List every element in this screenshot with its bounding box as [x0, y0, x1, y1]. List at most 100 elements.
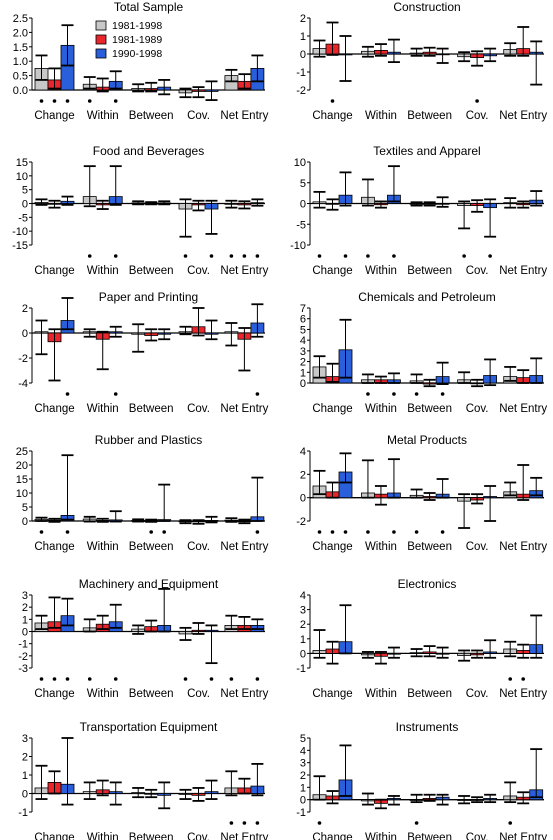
- x-category-label: Net Entry: [499, 688, 547, 700]
- significance-dot: [255, 530, 260, 534]
- y-tick-label: 2.5: [13, 13, 28, 25]
- x-category-label: Between: [407, 688, 452, 700]
- x-category-label: Within: [365, 688, 397, 700]
- panel-title: Rubber and Plastics: [95, 433, 202, 447]
- significance-dot: [366, 530, 370, 534]
- significance-dot: [392, 254, 396, 258]
- x-category-label: Change: [34, 265, 74, 277]
- y-tick-label: 2: [300, 13, 306, 25]
- x-category-label: Change: [34, 403, 74, 415]
- chart-construction: Construction -2 -1 0 1 2 Change Within Between Co…: [296, 0, 547, 122]
- significance-dot: [229, 254, 234, 258]
- x-category-label: Change: [312, 541, 352, 553]
- x-category-label: Cov.: [466, 265, 489, 277]
- x-category-label: Within: [87, 110, 119, 122]
- significance-dot: [113, 677, 118, 681]
- significance-dot: [65, 530, 70, 534]
- y-tick-label: 2: [300, 619, 306, 631]
- legend-label: 1981-1998: [112, 20, 162, 32]
- y-tick-label: 6: [300, 314, 306, 326]
- y-tick-label: 10: [16, 171, 28, 183]
- y-tick-label: 3: [300, 758, 306, 770]
- chart-rubber-and-plastics: Rubber and Plastics 0 5 10 15 20 25 Change Withi…: [16, 433, 269, 553]
- significance-dot: [183, 254, 188, 258]
- x-category-label: Cov.: [466, 110, 489, 122]
- x-category-label: Within: [87, 403, 119, 415]
- x-category-label: Cov.: [187, 265, 210, 277]
- y-tick-label: 0: [22, 627, 28, 639]
- significance-dot: [392, 530, 396, 534]
- y-tick-label: 0.0: [13, 85, 28, 97]
- significance-dot: [39, 99, 44, 103]
- chart-total-sample: Total Sample 0.0 0.5 1.0 1.5 2.0 2.5 Change With…: [13, 0, 269, 122]
- x-category-label: Change: [312, 688, 352, 700]
- y-tick-label: -2: [18, 651, 28, 663]
- significance-dot: [317, 821, 322, 825]
- x-category-label: Change: [34, 688, 74, 700]
- y-tick-label: 2: [300, 770, 306, 782]
- significance-dot: [149, 530, 153, 534]
- panel-title: Electronics: [398, 577, 457, 591]
- x-category-label: Change: [34, 541, 74, 553]
- y-tick-label: 1.5: [13, 42, 28, 54]
- y-tick-label: 5: [300, 733, 306, 745]
- significance-dot: [113, 254, 118, 258]
- significance-dot: [317, 254, 322, 258]
- x-category-label: Between: [129, 541, 174, 553]
- y-tick-label: 4: [300, 335, 306, 347]
- legend-swatch: [95, 48, 107, 59]
- y-tick-label: -4: [18, 378, 28, 390]
- y-tick-label: 2: [22, 303, 28, 315]
- x-category-label: Cov.: [187, 832, 210, 840]
- significance-dot: [229, 677, 234, 681]
- legend-swatch: [95, 34, 107, 45]
- x-category-label: Net Entry: [220, 541, 268, 553]
- x-category-label: Net Entry: [499, 265, 547, 277]
- significance-dot: [508, 677, 513, 681]
- y-tick-label: 0: [300, 199, 306, 211]
- y-tick-label: -1: [296, 67, 306, 79]
- x-category-label: Change: [312, 403, 352, 415]
- significance-dot: [317, 530, 322, 534]
- y-tick-label: 1: [22, 614, 28, 626]
- y-tick-label: 2: [300, 357, 306, 369]
- y-tick-label: 15: [16, 474, 28, 486]
- significance-dot: [255, 821, 260, 825]
- x-category-label: Net Entry: [220, 403, 268, 415]
- y-tick-label: 1: [300, 782, 306, 794]
- significance-dot: [330, 99, 335, 103]
- panel-title: Instruments: [396, 720, 459, 734]
- y-tick-label: 20: [16, 460, 28, 472]
- y-tick-label: 10: [294, 157, 306, 169]
- y-tick-label: 3: [22, 590, 28, 602]
- significance-dot: [229, 821, 234, 825]
- significance-dot: [414, 392, 419, 396]
- significance-dot: [242, 254, 247, 258]
- x-category-label: Within: [365, 110, 397, 122]
- x-category-label: Within: [365, 403, 397, 415]
- significance-dot: [255, 392, 260, 396]
- significance-dot: [52, 99, 57, 103]
- y-tick-label: -15: [12, 240, 28, 252]
- y-tick-label: 0.5: [13, 71, 28, 83]
- y-tick-label: 0: [300, 493, 306, 505]
- significance-dot: [488, 254, 492, 258]
- significance-dot: [508, 821, 513, 825]
- y-tick-label: 2: [22, 602, 28, 614]
- significance-dot: [366, 392, 370, 396]
- significance-dot: [392, 392, 396, 396]
- y-tick-label: 2: [300, 469, 306, 481]
- x-category-label: Net Entry: [499, 110, 547, 122]
- x-category-label: Net Entry: [220, 688, 268, 700]
- y-tick-label: 0: [300, 648, 306, 660]
- chart-paper-and-printing: Paper and Printing -4 -2 0 2 Change Within Betw…: [18, 290, 268, 415]
- significance-dot: [65, 392, 70, 396]
- significance-dot: [162, 530, 166, 534]
- significance-dot: [183, 677, 188, 681]
- x-category-label: Cov.: [187, 110, 210, 122]
- x-category-label: Net Entry: [499, 403, 547, 415]
- y-tick-label: 3: [300, 346, 306, 358]
- panel-title: Metal Products: [387, 433, 467, 447]
